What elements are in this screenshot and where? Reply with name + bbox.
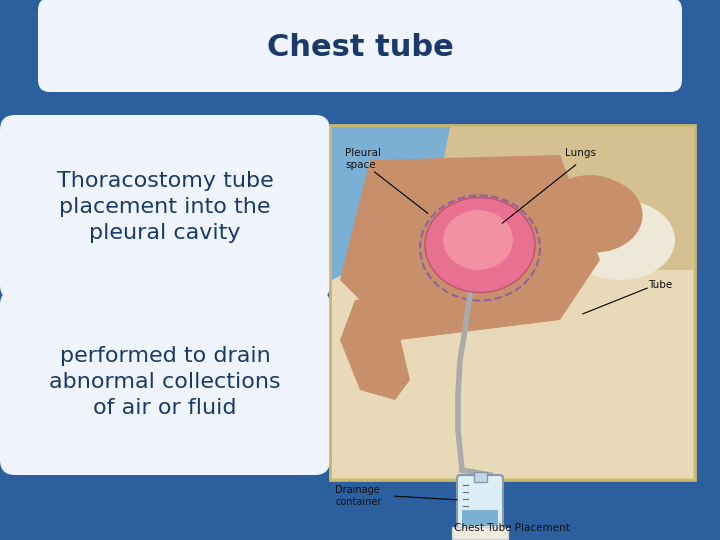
Bar	[452, 527, 508, 539]
FancyBboxPatch shape	[332, 127, 693, 478]
Ellipse shape	[565, 200, 675, 280]
Ellipse shape	[425, 198, 535, 293]
Ellipse shape	[547, 178, 642, 253]
Text: Chest Tube Placement: Chest Tube Placement	[454, 523, 570, 533]
Text: Thoracostomy tube
placement into the
pleural cavity: Thoracostomy tube placement into the ple…	[57, 171, 274, 244]
Text: Chest tube: Chest tube	[266, 32, 454, 62]
Bar	[462, 510, 498, 526]
Text: performed to drain
abnormal collections
of air or fluid: performed to drain abnormal collections …	[49, 346, 281, 418]
FancyBboxPatch shape	[38, 0, 682, 92]
Polygon shape	[340, 155, 600, 340]
FancyBboxPatch shape	[0, 115, 330, 300]
Ellipse shape	[443, 210, 513, 270]
Text: Pleural
space: Pleural space	[345, 148, 381, 170]
Polygon shape	[340, 295, 410, 400]
Polygon shape	[332, 127, 450, 280]
Bar	[332, 270, 693, 478]
Ellipse shape	[545, 175, 635, 245]
FancyBboxPatch shape	[330, 125, 695, 480]
FancyBboxPatch shape	[0, 290, 330, 475]
Text: Drainage
container: Drainage container	[335, 485, 382, 507]
Bar	[474, 472, 487, 482]
Text: Tube: Tube	[648, 280, 672, 290]
Text: Lungs: Lungs	[565, 148, 596, 158]
FancyBboxPatch shape	[457, 475, 503, 531]
